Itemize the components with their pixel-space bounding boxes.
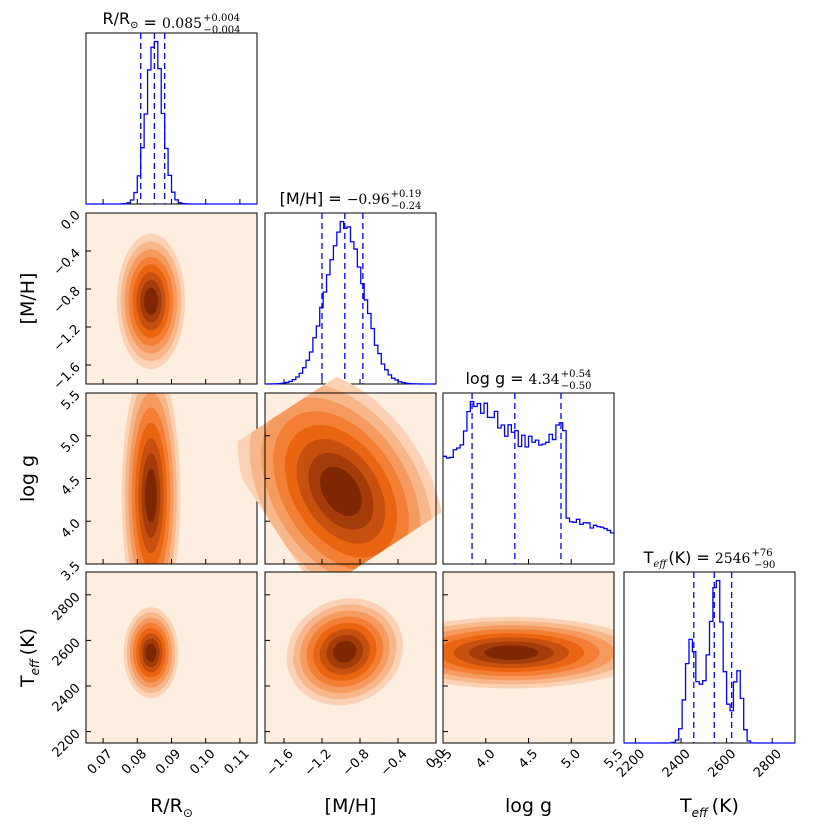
title-median: 0.085 bbox=[162, 16, 202, 32]
title-median: 4.34 bbox=[529, 372, 560, 388]
xtick-label-MH-1: −1.2 bbox=[302, 747, 335, 780]
title-unit: (K) bbox=[668, 548, 691, 567]
contour-frame bbox=[264, 571, 437, 744]
title-MH: [M/H] = −0.96+0.19 −0.24 bbox=[280, 189, 422, 212]
title-sub: eff bbox=[653, 559, 668, 570]
xaxis-label-MH: [M/H] bbox=[325, 795, 377, 817]
xaxis-label-logg: log g bbox=[505, 795, 552, 817]
hist-panel-MH: [M/H] = −0.96+0.19 −0.24 bbox=[264, 189, 437, 385]
title-prefix: T bbox=[643, 548, 654, 567]
xtick-label-Teff-1: 2400 bbox=[660, 747, 694, 781]
title-median: 2546 bbox=[715, 551, 751, 567]
yaxis-label-Teff: Teff(K) bbox=[17, 628, 42, 688]
ytick-label-Teff-3: 2800 bbox=[50, 590, 84, 624]
xtick-label-Teff-2: 2600 bbox=[705, 747, 739, 781]
title-minus: −0.24 bbox=[391, 201, 422, 212]
ytick-label-MH-3: −0.4 bbox=[51, 246, 84, 279]
contour-panel-logg-Teff bbox=[442, 571, 615, 744]
xaxis-label-Teff: Teff (K) bbox=[679, 795, 739, 820]
title-eq: = bbox=[696, 548, 709, 567]
contour-panel-MH-logg bbox=[237, 369, 445, 594]
title-plus: +0.004 bbox=[203, 13, 240, 24]
ytick-label-logg-0: 3.5 bbox=[58, 559, 83, 584]
hist-frame bbox=[623, 571, 796, 744]
xtick-label-R-4: 0.11 bbox=[222, 747, 253, 778]
xtick-label-R-1: 0.08 bbox=[119, 747, 150, 778]
yaxis-label-logg: log g bbox=[17, 455, 39, 502]
hist-panel-Teff: Teff (K) = 2546+76 −90 bbox=[623, 548, 796, 744]
contour-panel-MH-Teff bbox=[264, 571, 437, 744]
contour-level-7 bbox=[333, 641, 357, 663]
yaxis-label-MH: [M/H] bbox=[17, 273, 39, 325]
xtick-label-MH-2: −0.8 bbox=[340, 747, 373, 780]
xaxis-label-R: R/R⊙ bbox=[150, 795, 193, 820]
title-prefix: log g bbox=[465, 369, 505, 388]
title-plus: +0.19 bbox=[391, 189, 422, 200]
title-Teff: Teff (K) = 2546+76 −90 bbox=[643, 548, 776, 571]
xtick-label-logg-2: 4.5 bbox=[516, 747, 541, 772]
hist-panel-R: R/R⊙ = 0.085+0.004 −0.004 bbox=[85, 9, 258, 205]
hist-frame bbox=[442, 392, 615, 565]
ytick-label-logg-1: 4.0 bbox=[58, 516, 83, 541]
xtick-label-R-2: 0.09 bbox=[153, 747, 184, 778]
contour-level-7 bbox=[145, 468, 157, 523]
title-eq: = bbox=[510, 369, 523, 388]
contour-panel-R-logg bbox=[85, 392, 258, 565]
hist-line bbox=[265, 220, 436, 385]
title-prefix: R/R bbox=[103, 9, 131, 28]
ytick-label-logg-2: 4.5 bbox=[58, 474, 83, 499]
ytick-label-Teff-1: 2400 bbox=[50, 681, 84, 715]
contour-level-7 bbox=[144, 287, 158, 316]
title-plus: +0.54 bbox=[561, 369, 592, 380]
hist-panel-logg: log g = 4.34+0.54 −0.50 bbox=[442, 369, 615, 565]
xtick-label-logg-3: 5.0 bbox=[559, 747, 584, 772]
xtick-label-R-0: 0.07 bbox=[85, 747, 116, 778]
title-minus: −0.50 bbox=[561, 381, 592, 392]
ytick-label-logg-3: 5.0 bbox=[58, 431, 83, 456]
title-R: R/R⊙ = 0.085+0.004 −0.004 bbox=[103, 9, 241, 36]
xtick-label-MH-0: −1.6 bbox=[264, 747, 297, 780]
ytick-label-MH-1: −1.2 bbox=[51, 322, 84, 355]
contour-level-7 bbox=[320, 466, 362, 516]
xtick-label-logg-1: 4.0 bbox=[473, 747, 498, 772]
hist-line bbox=[624, 579, 795, 744]
title-eq: = bbox=[144, 13, 157, 32]
ytick-label-MH-2: −0.8 bbox=[51, 284, 84, 317]
title-logg: log g = 4.34+0.54 −0.50 bbox=[465, 369, 591, 392]
contour-level-7 bbox=[145, 643, 157, 662]
xtick-label-R-3: 0.10 bbox=[187, 747, 218, 778]
title-median: −0.96 bbox=[347, 192, 390, 208]
ytick-label-Teff-0: 2200 bbox=[50, 727, 84, 761]
title-plus: +76 bbox=[751, 548, 772, 559]
hist-line bbox=[443, 400, 614, 534]
title-minus: −90 bbox=[754, 560, 775, 571]
xtick-label-MH-3: −0.4 bbox=[378, 747, 411, 780]
ytick-label-MH-4: 0.0 bbox=[58, 208, 83, 233]
contour-panel-R-Teff bbox=[85, 571, 258, 744]
ytick-label-MH-0: −1.6 bbox=[51, 360, 84, 393]
ytick-label-Teff-2: 2600 bbox=[50, 635, 84, 669]
title-prefix: [M/H] bbox=[280, 189, 324, 208]
xtick-label-Teff-3: 2800 bbox=[751, 747, 785, 781]
contour-panel-R-MH bbox=[85, 212, 258, 385]
hist-line bbox=[86, 40, 257, 205]
contour-level-7 bbox=[484, 645, 539, 660]
title-eq: = bbox=[328, 189, 341, 208]
title-minus: −0.004 bbox=[203, 25, 240, 36]
title-sub: ⊙ bbox=[130, 20, 138, 31]
